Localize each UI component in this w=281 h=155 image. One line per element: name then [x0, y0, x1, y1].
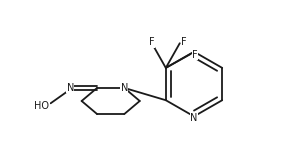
Text: N: N — [190, 113, 198, 123]
Text: F: F — [181, 37, 187, 47]
Text: HO: HO — [34, 101, 49, 111]
Text: F: F — [192, 50, 198, 60]
Text: N: N — [121, 83, 128, 93]
Text: N: N — [67, 83, 74, 93]
Text: F: F — [149, 38, 155, 47]
